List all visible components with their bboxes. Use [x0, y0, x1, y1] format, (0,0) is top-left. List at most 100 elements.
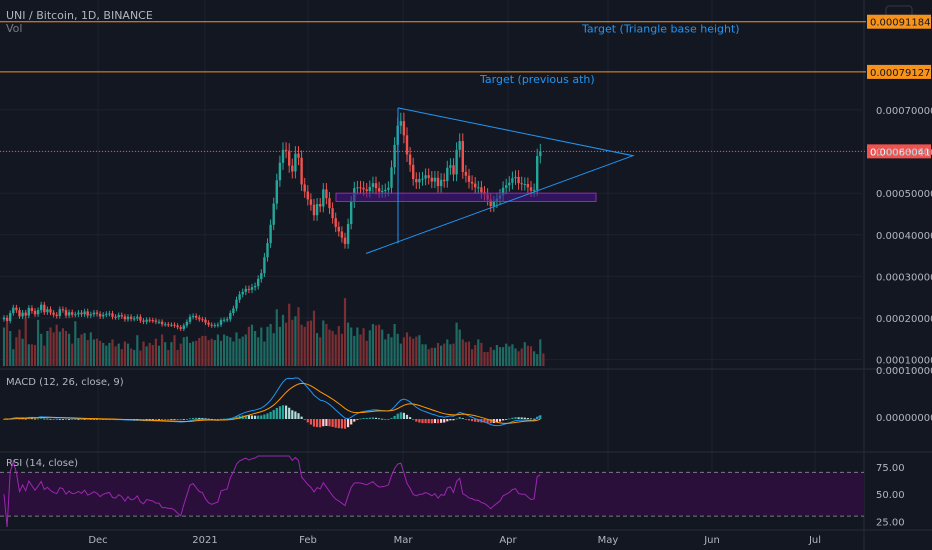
candle-body[interactable] — [439, 179, 443, 187]
candle-body[interactable] — [15, 307, 18, 311]
candle-body[interactable] — [111, 313, 114, 317]
drawings[interactable]: Target (Triangle base height) 0.00091184 T… — [0, 14, 931, 254]
candle-body[interactable] — [188, 316, 192, 322]
candle-body[interactable] — [470, 181, 474, 184]
candle-body[interactable] — [226, 319, 229, 321]
candle-body[interactable] — [433, 177, 437, 182]
candle-body[interactable] — [2, 317, 6, 320]
candle-body[interactable] — [36, 310, 40, 315]
candle-body[interactable] — [402, 121, 406, 136]
candle-body[interactable] — [123, 316, 127, 320]
candle-body[interactable] — [455, 149, 458, 175]
candle-body[interactable] — [368, 186, 371, 192]
candle-body[interactable] — [49, 309, 52, 313]
candle-body[interactable] — [40, 304, 43, 311]
candle-body[interactable] — [235, 299, 238, 309]
candle-body[interactable] — [532, 189, 536, 191]
candle-body[interactable] — [474, 183, 477, 188]
candle-body[interactable] — [207, 322, 210, 325]
candle-body[interactable] — [291, 165, 294, 172]
candle-body[interactable] — [241, 291, 244, 295]
candle-body[interactable] — [529, 187, 533, 191]
candle-body[interactable] — [105, 313, 108, 315]
candle-body[interactable] — [77, 312, 80, 315]
candle-body[interactable] — [480, 187, 483, 193]
candle-body[interactable] — [464, 171, 468, 176]
candle-body[interactable] — [523, 184, 526, 186]
candle-body[interactable] — [210, 324, 213, 326]
candle-body[interactable] — [322, 189, 325, 207]
candle-body[interactable] — [74, 314, 77, 316]
candle-body[interactable] — [67, 312, 71, 316]
candle-body[interactable] — [253, 285, 257, 288]
candle-body[interactable] — [58, 309, 61, 316]
candle-body[interactable] — [387, 187, 390, 190]
candle-body[interactable] — [213, 325, 216, 327]
candle-body[interactable] — [489, 199, 492, 207]
candle-body[interactable] — [492, 201, 495, 207]
candle-body[interactable] — [108, 313, 111, 315]
candle-body[interactable] — [139, 316, 142, 321]
candle-body[interactable] — [384, 189, 387, 192]
candle-body[interactable] — [24, 312, 27, 316]
candle-body[interactable] — [263, 257, 266, 274]
candle-body[interactable] — [390, 167, 393, 188]
support-zone[interactable] — [335, 192, 597, 202]
time-axis[interactable]: Dec 2021 Feb Mar Apr May Jun Jul — [0, 529, 932, 546]
candle-body[interactable] — [371, 183, 375, 187]
candle-body[interactable] — [219, 320, 223, 325]
candle-body[interactable] — [443, 179, 446, 182]
candle-body[interactable] — [467, 175, 471, 182]
candle-body[interactable] — [71, 312, 74, 315]
candle-body[interactable] — [173, 324, 176, 326]
candle-body[interactable] — [508, 182, 511, 186]
candle-body[interactable] — [129, 316, 133, 319]
candle-body[interactable] — [421, 178, 424, 180]
candle-body[interactable] — [92, 312, 96, 315]
candle-body[interactable] — [89, 314, 92, 316]
candle-body[interactable] — [232, 308, 235, 314]
candle-body[interactable] — [191, 315, 195, 317]
candle-body[interactable] — [95, 312, 99, 314]
candle-body[interactable] — [266, 243, 269, 258]
candle-body[interactable] — [511, 178, 514, 183]
candle-body[interactable] — [381, 191, 384, 193]
candle-body[interactable] — [399, 121, 402, 126]
candle-body[interactable] — [340, 231, 344, 238]
candle-body[interactable] — [408, 154, 412, 165]
candle-body[interactable] — [114, 316, 117, 318]
candle-body[interactable] — [83, 311, 86, 315]
candle-body[interactable] — [160, 321, 164, 325]
candle-body[interactable] — [281, 149, 285, 163]
candle-body[interactable] — [117, 315, 120, 318]
candle-body[interactable] — [5, 317, 9, 321]
candle-body[interactable] — [309, 199, 313, 205]
candle-body[interactable] — [275, 180, 278, 204]
candle-body[interactable] — [229, 313, 232, 320]
candle-body[interactable] — [539, 151, 542, 157]
target-label[interactable]: Target (previous ath) — [479, 73, 595, 86]
candle-body[interactable] — [424, 175, 427, 179]
candle-body[interactable] — [157, 321, 161, 323]
candle-body[interactable] — [315, 203, 319, 216]
candle-body[interactable] — [514, 176, 517, 179]
candle-body[interactable] — [198, 317, 201, 320]
candle-body[interactable] — [30, 308, 34, 311]
candle-body[interactable] — [46, 309, 49, 313]
candle-body[interactable] — [176, 325, 179, 328]
rsi-label[interactable]: RSI (14, close) — [6, 458, 78, 469]
candle-body[interactable] — [61, 309, 65, 311]
candle-body[interactable] — [179, 327, 182, 329]
candle-body[interactable] — [244, 288, 247, 292]
candle-body[interactable] — [126, 316, 130, 320]
candle-body[interactable] — [325, 189, 328, 199]
candle-body[interactable] — [362, 187, 365, 190]
candle-body[interactable] — [27, 308, 30, 316]
candle-body[interactable] — [284, 149, 288, 151]
candle-body[interactable] — [167, 324, 170, 326]
candle-body[interactable] — [257, 278, 260, 286]
candle-body[interactable] — [374, 183, 378, 189]
candle-body[interactable] — [216, 324, 220, 326]
candle-body[interactable] — [288, 150, 291, 166]
candle-body[interactable] — [526, 184, 530, 188]
